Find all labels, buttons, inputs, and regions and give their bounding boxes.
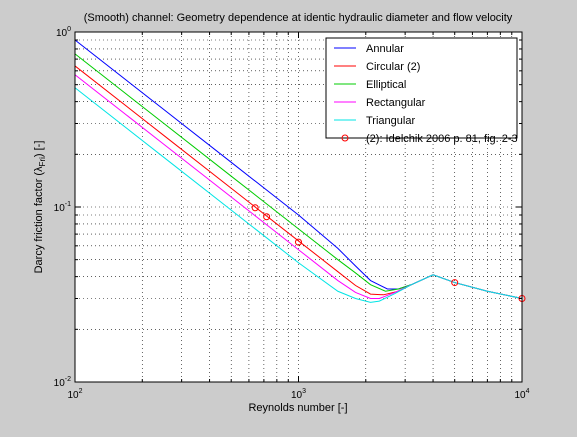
- legend-label: Annular: [366, 43, 404, 55]
- series-4-line: [74, 87, 523, 303]
- data-point-marker: [295, 238, 302, 246]
- x-tick-label-base: 10: [514, 390, 526, 401]
- data-point-marker: [251, 204, 259, 212]
- legend-label: Triangular: [366, 115, 415, 127]
- data-point-marker: [263, 213, 271, 221]
- y-tick-label-base: 10: [56, 28, 68, 39]
- legend-box: [325, 37, 518, 139]
- series-layer: [74, 39, 526, 303]
- y-tick-label-exponent: -1: [65, 201, 71, 208]
- legend-label: Circular (2): [366, 61, 420, 73]
- x-tick-label-exponent: 4: [526, 388, 530, 395]
- legend-items: Annular Circular (2) Elliptical Rectangular…: [334, 43, 518, 145]
- x-tick-labels: 102 103 104: [67, 388, 529, 401]
- x-tick-label: 104: [514, 388, 529, 401]
- y-tick-label-base: 10: [54, 203, 66, 214]
- y-axis-label-main: Darcy friction factor (λ: [33, 166, 45, 273]
- y-tick-label: 10-2: [54, 376, 71, 389]
- legend-label: Elliptical: [366, 79, 406, 91]
- y-tick-label-exponent: -2: [65, 376, 71, 383]
- y-axis-label-tail: ) [-]: [33, 141, 45, 158]
- legend-swatch-marker: [341, 134, 349, 142]
- axis-ticks: [75, 32, 522, 382]
- legend-label: (2): Idelchik 2006 p. 81, fig. 2-3: [366, 133, 518, 145]
- y-tick-label-exponent: 0: [67, 26, 71, 33]
- data-point-marker: [451, 279, 459, 287]
- legend-label: Rectangular: [366, 97, 426, 109]
- x-tick-label-base: 10: [291, 390, 303, 401]
- y-axis-label-subscript: Fri: [38, 157, 47, 167]
- y-tick-label-base: 10: [54, 378, 66, 389]
- x-tick-label-exponent: 3: [302, 388, 306, 395]
- x-tick-label: 102: [67, 388, 82, 401]
- y-tick-label: 10-1: [54, 201, 71, 214]
- x-tick-label-exponent: 2: [79, 388, 83, 395]
- chart-title: (Smooth) channel: Geometry dependence at…: [84, 12, 513, 24]
- y-tick-label: 100: [56, 26, 71, 39]
- y-axis-label: Darcy friction factor (λFri) [-]: [33, 141, 47, 274]
- x-tick-label-base: 10: [67, 390, 79, 401]
- x-axis-label: Reynolds number [-]: [248, 402, 347, 414]
- x-tick-label: 103: [291, 388, 306, 401]
- legend: Annular Circular (2) Elliptical Rectangular…: [325, 37, 518, 145]
